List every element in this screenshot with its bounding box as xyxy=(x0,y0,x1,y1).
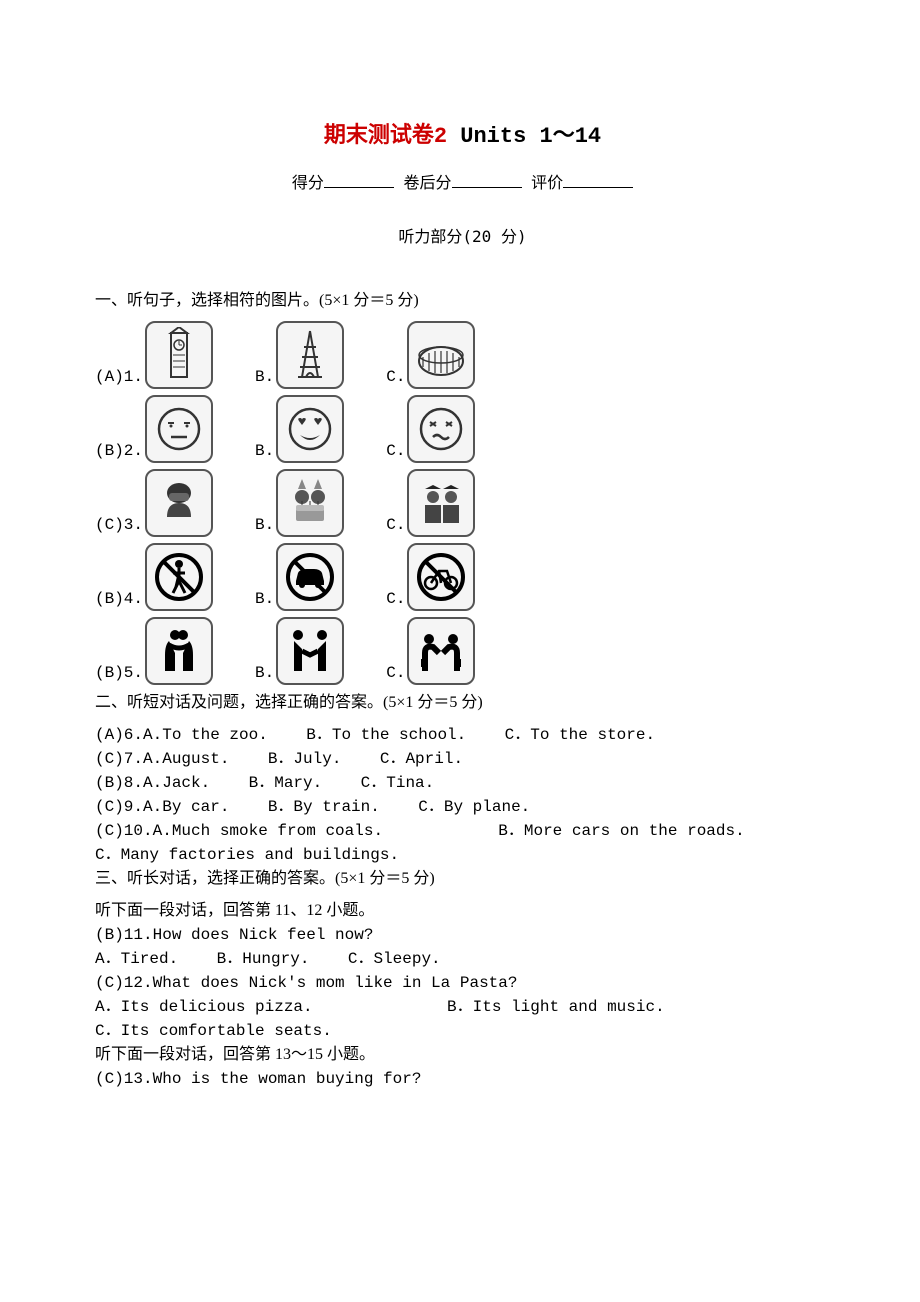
q11: (B)11.How does Nick feel now? xyxy=(95,923,830,947)
picture-row: (B)5. B. C. xyxy=(95,617,830,685)
q12: (C)12.What does Nick's mom like in La Pa… xyxy=(95,971,830,995)
picture-row: (B)2. B. C. xyxy=(95,395,830,463)
colosseum-icon xyxy=(407,321,475,389)
no-pedestrian-icon xyxy=(145,543,213,611)
title-black: Units 1～14 xyxy=(447,124,601,149)
score-label-1: 得分 xyxy=(292,173,324,192)
section3-intro1: 听下面一段对话，回答第 11、12 小题。 xyxy=(95,899,830,923)
col-b: B. xyxy=(255,661,274,685)
col-c: C. xyxy=(386,661,405,685)
q13: (C)13.Who is the woman buying for? xyxy=(95,1067,830,1091)
listening-subtitle: 听力部分(20 分) xyxy=(95,225,830,249)
q6: (A)6.A.To the zoo. B．To the school. C．To… xyxy=(95,723,830,747)
q10-a: (C)10.A.Much smoke from coals. B．More ca… xyxy=(95,819,830,843)
col-c: C. xyxy=(386,365,405,389)
col-c: C. xyxy=(386,587,405,611)
q9: (C)9.A.By car. B．By train. C．By plane. xyxy=(95,795,830,819)
page-title: 期末测试卷2 Units 1～14 xyxy=(95,120,830,153)
face-heart-eyes-icon xyxy=(276,395,344,463)
bowing-icon xyxy=(407,617,475,685)
col-b: B. xyxy=(255,365,274,389)
blank-eval[interactable] xyxy=(563,171,633,188)
score-label-2: 卷后分 xyxy=(403,173,451,192)
hugging-icon xyxy=(145,617,213,685)
graduates-icon xyxy=(407,469,475,537)
col-c: C. xyxy=(386,513,405,537)
section2-heading: 二、听短对话及问题，选择正确的答案。(5×1 分＝5 分) xyxy=(95,691,830,715)
vr-person-icon xyxy=(145,469,213,537)
q3-answer: (C)3. xyxy=(95,513,143,537)
eiffel-icon xyxy=(276,321,344,389)
page: 期末测试卷2 Units 1～14 得分 卷后分 评价 听力部分(20 分) 一… xyxy=(0,0,920,1302)
section1-heading: 一、听句子，选择相符的图片。(5×1 分＝5 分) xyxy=(95,289,830,313)
col-b: B. xyxy=(255,587,274,611)
title-red: 期末测试卷2 xyxy=(324,124,447,149)
q11-opts: A．Tired. B．Hungry. C．Sleepy. xyxy=(95,947,830,971)
face-sick-icon xyxy=(407,395,475,463)
col-c: C. xyxy=(386,439,405,463)
q8: (B)8.A.Jack. B．Mary. C．Tina. xyxy=(95,771,830,795)
blank-score[interactable] xyxy=(324,171,394,188)
score-label-3: 评价 xyxy=(531,173,563,192)
q12-ab: A．Its delicious pizza. B．Its light and m… xyxy=(95,995,830,1019)
face-unamused-icon xyxy=(145,395,213,463)
score-line: 得分 卷后分 评价 xyxy=(95,171,830,195)
q7: (C)7.A.August. B．July. C．April. xyxy=(95,747,830,771)
q5-answer: (B)5. xyxy=(95,661,143,685)
q12-c: C．Its comfortable seats. xyxy=(95,1019,830,1043)
q10-c: C．Many factories and buildings. xyxy=(95,843,830,867)
picture-row: (A)1. B. C. xyxy=(95,321,830,389)
q1-answer: (A)1. xyxy=(95,365,143,389)
col-b: B. xyxy=(255,439,274,463)
big-ben-icon xyxy=(145,321,213,389)
q2-answer: (B)2. xyxy=(95,439,143,463)
q4-answer: (B)4. xyxy=(95,587,143,611)
no-bike-icon xyxy=(407,543,475,611)
col-b: B. xyxy=(255,513,274,537)
handshake-icon xyxy=(276,617,344,685)
section3-heading: 三、听长对话，选择正确的答案。(5×1 分＝5 分) xyxy=(95,867,830,891)
birthday-kids-icon xyxy=(276,469,344,537)
no-car-icon xyxy=(276,543,344,611)
picture-row: (B)4. B. C. xyxy=(95,543,830,611)
picture-row: (C)3. B. C. xyxy=(95,469,830,537)
section3-intro2: 听下面一段对话，回答第 13～15 小题。 xyxy=(95,1043,830,1067)
blank-after[interactable] xyxy=(452,171,522,188)
